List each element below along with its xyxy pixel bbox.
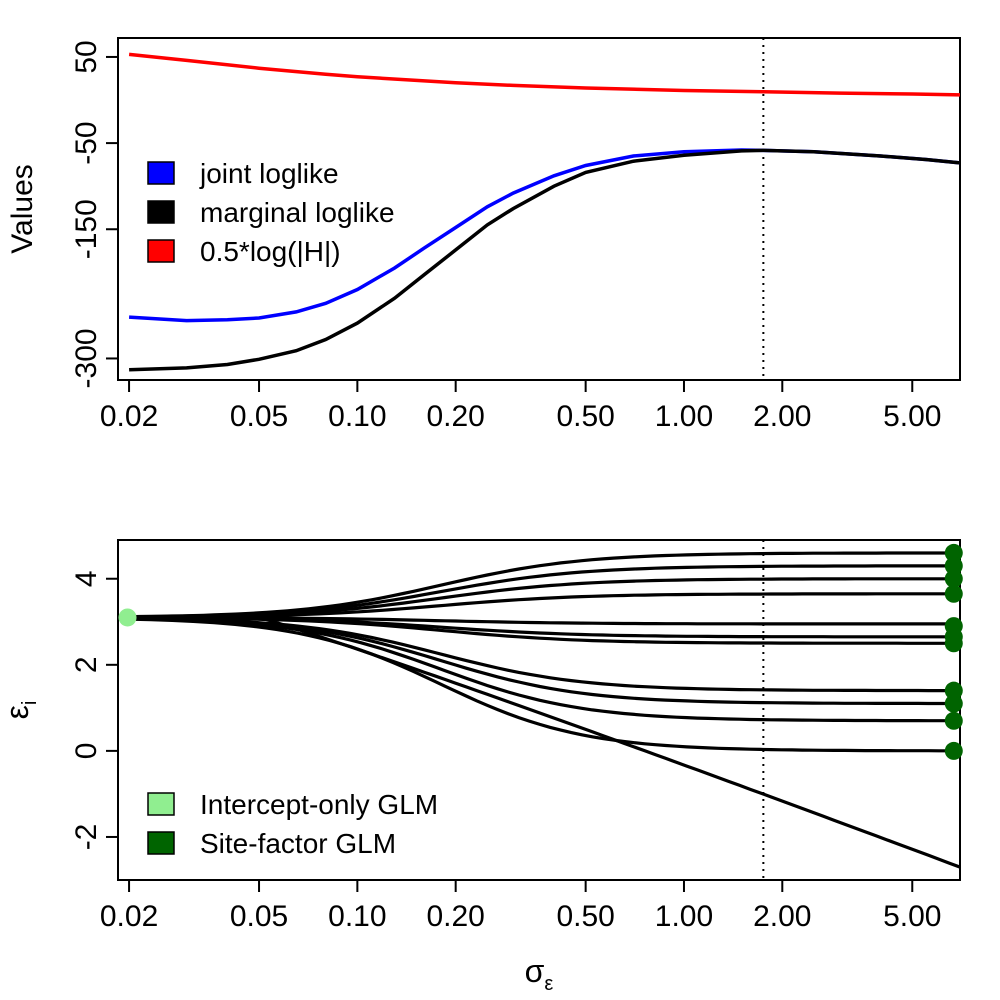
- x-tick-label: 0.20: [426, 900, 484, 933]
- intercept-only-point: [118, 608, 137, 627]
- legend-swatch: [147, 792, 175, 816]
- legend: joint loglike marginal loglike 0.5*log(|H|…: [147, 158, 395, 267]
- site-factor-point: [944, 681, 963, 700]
- legend-label: Intercept-only GLM: [200, 789, 438, 820]
- x-tick-label: 0.50: [556, 400, 614, 433]
- x-tick-label: 1.00: [655, 400, 713, 433]
- y-tick-label: 0: [70, 743, 103, 760]
- x-tick-label: 5.00: [883, 400, 941, 433]
- series-line-1: [129, 148, 960, 372]
- x-tick-label: 0.02: [100, 900, 158, 933]
- y-axis-subscript: i: [19, 701, 41, 705]
- legend-swatch: [147, 239, 175, 263]
- x-tick-label: 5.00: [883, 900, 941, 933]
- site-factor-point: [944, 543, 963, 562]
- y-axis-label: εi: [0, 701, 41, 720]
- x-tick-label: 0.50: [556, 900, 614, 933]
- series-line-2: [128, 52, 960, 97]
- legend-label: 0.5*log(|H|): [200, 236, 341, 267]
- x-tick-label: 0.10: [328, 900, 386, 933]
- x-tick-label: 0.10: [328, 400, 386, 433]
- legend-swatch: [147, 161, 175, 185]
- plot-frame: [117, 37, 961, 381]
- x-tick-label: 0.05: [230, 400, 288, 433]
- epsilon-curve-10: [119, 617, 960, 753]
- site-factor-point: [944, 741, 963, 760]
- y-tick-label: -150: [70, 199, 103, 259]
- site-factor-point: [944, 711, 963, 730]
- site-factor-point: [944, 569, 963, 588]
- legend: Intercept-only GLM Site-factor GLM: [147, 789, 438, 859]
- panel-1: 0.02 0.05 0.10 0.20 0.50 1.00 2.00 5.00420-2εiσ…: [0, 539, 963, 995]
- y-tick-label: -50: [70, 121, 103, 164]
- legend-label: marginal loglike: [200, 197, 395, 228]
- x-tick-label: 0.05: [230, 900, 288, 933]
- y-axis-symbol: ε: [0, 705, 35, 719]
- epsilon-curve-11: [119, 615, 960, 869]
- epsilon-curve-9: [119, 617, 960, 723]
- legend-label: Site-factor GLM: [200, 828, 396, 859]
- x-tick-label: 1.00: [655, 900, 713, 933]
- y-tick-label: 2: [70, 656, 103, 673]
- x-tick-label: 2.00: [753, 400, 811, 433]
- legend-label: joint loglike: [199, 158, 339, 189]
- x-tick-label: 0.02: [100, 400, 158, 433]
- legend-swatch: [147, 831, 175, 855]
- x-tick-label: 2.00: [753, 900, 811, 933]
- y-axis-label: Values: [6, 164, 39, 254]
- x-tick-label: 0.20: [426, 400, 484, 433]
- x-axis-label: σε: [525, 953, 554, 995]
- site-factor-point: [944, 584, 963, 603]
- site-factor-point: [944, 694, 963, 713]
- y-tick-label: -2: [70, 824, 103, 851]
- panel-0: 0.02 0.05 0.10 0.20 0.50 1.00 2.00 5.00 50 -50 -15…: [6, 37, 961, 433]
- legend-swatch: [147, 200, 175, 224]
- epsilon-curve-1: [119, 564, 960, 619]
- epsilon-curve-3: [119, 592, 960, 619]
- y-tick-label: 4: [70, 570, 103, 587]
- y-tick-label: 50: [70, 40, 103, 73]
- site-factor-point: [944, 556, 963, 575]
- site-factor-point: [944, 634, 963, 653]
- x-axis-subscript: ε: [544, 973, 553, 995]
- y-tick-label: -300: [70, 328, 103, 388]
- x-axis-symbol: σ: [525, 953, 545, 989]
- epsilon-curve-7: [119, 616, 960, 693]
